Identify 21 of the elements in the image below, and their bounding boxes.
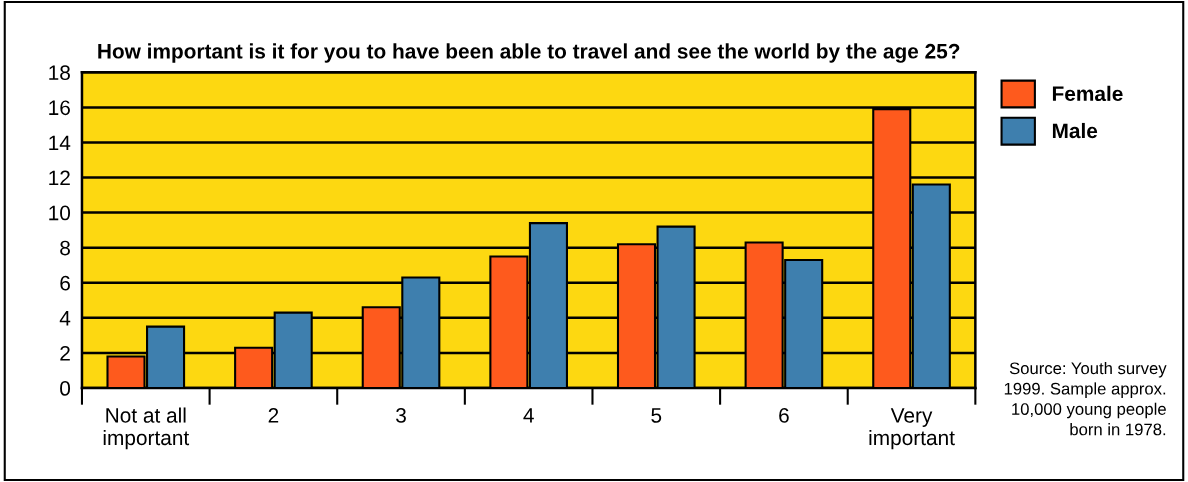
y-tick-label: 16 [49,100,70,116]
legend-label: Female [1052,85,1123,102]
y-tick-label: 14 [49,135,71,151]
chart-title: How important is it for you to have been able to travel and see the world by the age 25? [98,43,960,63]
x-tick-label: 6 [779,408,789,423]
x-tick-label: 2 [268,408,279,423]
x-tick-label: Very important [869,408,955,450]
x-tick-label: 4 [523,408,534,423]
source-note: Source: Youth survey 1999. Sample approx. 10,000 young people born in 1978. [1004,361,1167,436]
y-tick-label: 18 [49,65,70,81]
y-tick-label: 8 [60,240,70,256]
y-tick-label: 6 [60,275,70,291]
x-tick-label: 3 [396,408,406,423]
y-tick-label: 4 [59,311,71,326]
y-tick-label: 2 [60,345,70,361]
y-tick-label: 0 [60,381,71,396]
legend-label: Male [1052,122,1098,139]
x-tick-label: Not at all important [103,407,190,450]
x-tick-label: 5 [651,408,662,423]
y-tick-label: 10 [49,205,71,221]
y-tick-label: 12 [49,170,70,186]
